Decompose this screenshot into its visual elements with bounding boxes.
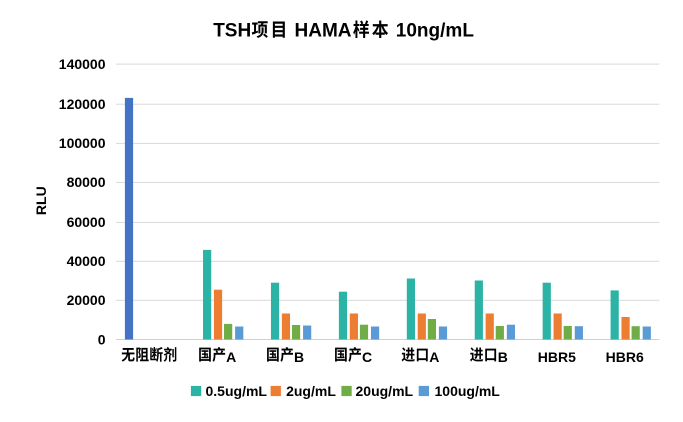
svg-text:HAMA: HAMA (295, 21, 352, 42)
svg-text:140000: 140000 (59, 56, 106, 72)
svg-text:100000: 100000 (59, 135, 106, 151)
svg-text:80000: 80000 (67, 174, 106, 190)
svg-text:B: B (294, 349, 304, 365)
svg-text:40000: 40000 (67, 253, 106, 269)
svg-text:B: B (498, 349, 508, 365)
svg-text:RLU: RLU (33, 186, 49, 215)
svg-text:0.5ug/mL: 0.5ug/mL (206, 383, 268, 399)
svg-text:A: A (226, 349, 236, 365)
svg-text:A: A (429, 349, 439, 365)
svg-text:60000: 60000 (67, 214, 106, 230)
svg-text:HBR6: HBR6 (606, 349, 644, 365)
svg-text:HBR5: HBR5 (538, 349, 576, 365)
svg-text:2ug/mL: 2ug/mL (286, 383, 336, 399)
svg-text:120000: 120000 (59, 96, 106, 112)
svg-text:100ug/mL: 100ug/mL (435, 383, 501, 399)
svg-text:20ug/mL: 20ug/mL (356, 383, 414, 399)
svg-text:0: 0 (98, 331, 106, 347)
svg-text:C: C (362, 349, 372, 365)
svg-text:20000: 20000 (67, 292, 106, 308)
svg-text:10ng/mL: 10ng/mL (396, 21, 475, 42)
svg-text:TSH: TSH (213, 21, 251, 42)
